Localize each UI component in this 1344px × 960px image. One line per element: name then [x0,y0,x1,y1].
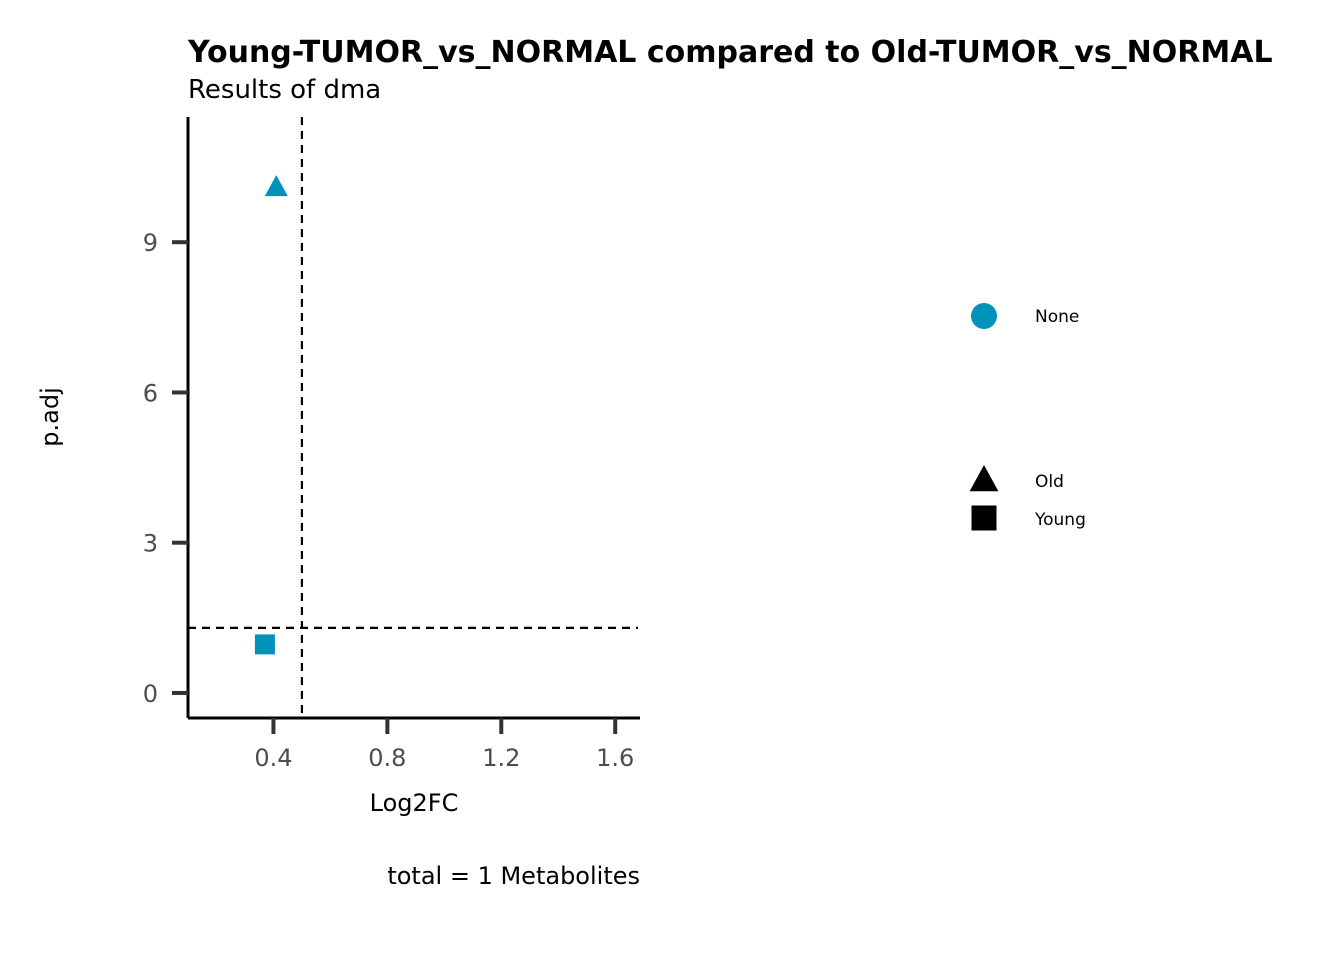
legend-key-young [971,505,997,531]
plot-area: 0 3 6 9 0.4 0.8 1.2 1.6 [143,117,640,772]
x-axis-title: Log2FC [370,789,459,817]
x-tick-label: 1.6 [596,744,634,772]
y-tick-label: 9 [143,229,158,257]
x-tick-label: 1.2 [482,744,520,772]
legend-key-old [969,465,999,492]
data-point-old [264,175,288,197]
x-tick-label: 0.8 [368,744,406,772]
x-tick-label: 0.4 [254,744,292,772]
chart-title: Young-TUMOR_vs_NORMAL compared to Old-TU… [187,35,1273,70]
y-tick-label: 6 [143,379,158,407]
legend-label-old: Old [1035,472,1064,492]
y-tick-label: 0 [143,680,158,708]
chart-caption: total = 1 Metabolites [387,862,640,890]
legend-label-none: None [1035,307,1079,327]
chart-subtitle: Results of dma [188,75,381,105]
legend-key-none [971,303,997,329]
legend: None Old Young [969,303,1086,531]
y-axis-title: p.adj [36,387,64,446]
y-tick-label: 3 [143,530,158,558]
data-point-young [254,634,275,655]
legend-label-young: Young [1034,510,1086,530]
